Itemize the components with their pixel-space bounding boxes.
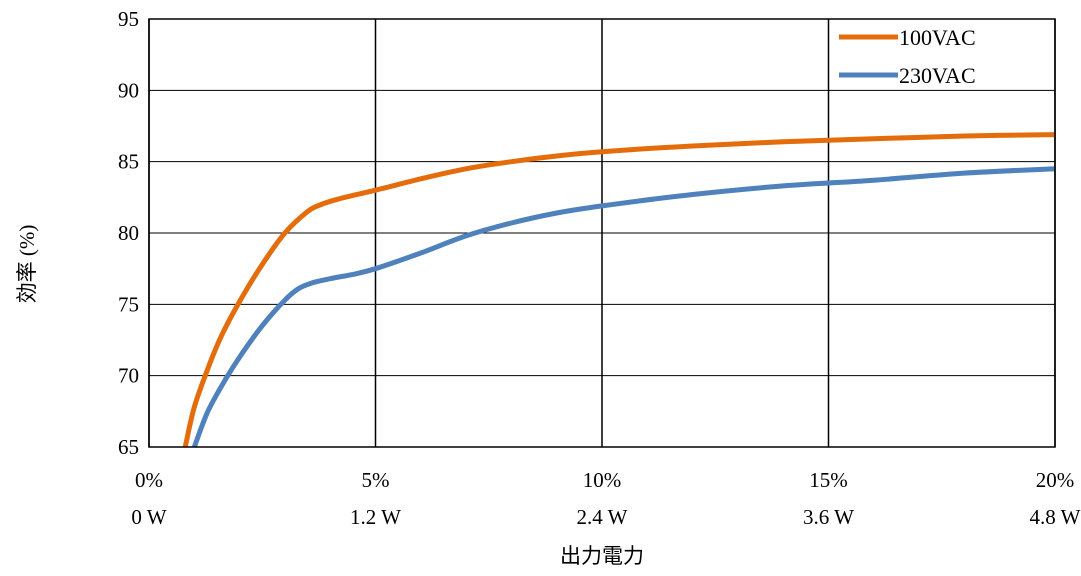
x-tick-label-percent: 0% bbox=[135, 468, 163, 492]
legend-label-100vac: 100VAC bbox=[899, 25, 976, 50]
series-line-230vac bbox=[191, 166, 1056, 448]
y-tick-labels: 65 70 75 80 85 90 95 bbox=[118, 7, 139, 459]
x-tick-label-watts: 4.8 W bbox=[1030, 505, 1081, 529]
x-tick-label-percent: 15% bbox=[809, 468, 848, 492]
x-tick-label-watts: 0 W bbox=[131, 505, 166, 529]
x-tick-label-watts: 3.6 W bbox=[803, 505, 854, 529]
y-tick-label: 85 bbox=[118, 150, 139, 174]
y-axis-title: 効率 (%) bbox=[15, 225, 39, 304]
legend-label-230vac: 230VAC bbox=[899, 63, 976, 88]
x-tick-label-watts: 2.4 W bbox=[577, 505, 628, 529]
y-tick-label: 75 bbox=[118, 292, 139, 316]
x-tick-label-percent: 10% bbox=[583, 468, 622, 492]
legend: 100VAC 230VAC bbox=[839, 25, 976, 88]
plot-frame bbox=[148, 18, 1056, 448]
y-tick-label: 80 bbox=[118, 221, 139, 245]
series-line-100vac bbox=[182, 132, 1056, 448]
x-tick-label-percent: 20% bbox=[1036, 468, 1075, 492]
y-tick-label: 70 bbox=[118, 364, 139, 388]
y-tick-label: 95 bbox=[118, 7, 139, 31]
y-tick-label: 65 bbox=[118, 435, 139, 459]
x-axis-title: 出力電力 bbox=[560, 544, 644, 568]
x-tick-labels: 0% 0 W 5% 1.2 W 10% 2.4 W 15% 3.6 W 20% 4.8 W bbox=[131, 468, 1080, 529]
x-tick-label-watts: 1.2 W bbox=[350, 505, 401, 529]
x-tick-label-percent: 5% bbox=[362, 468, 390, 492]
y-tick-label: 90 bbox=[118, 78, 139, 102]
series-lines bbox=[182, 132, 1056, 448]
